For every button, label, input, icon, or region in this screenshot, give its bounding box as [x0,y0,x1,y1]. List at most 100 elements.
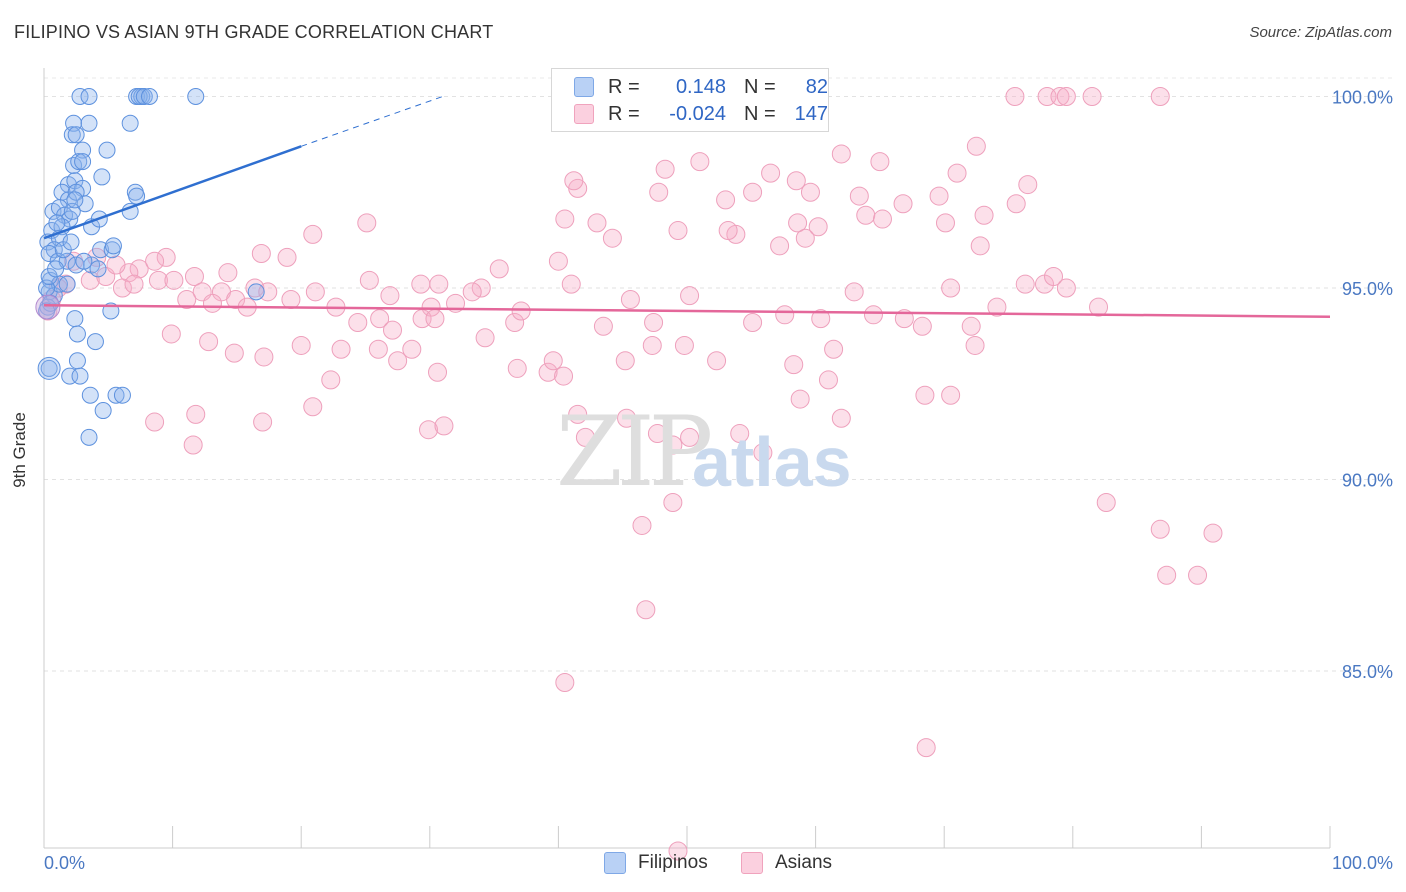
series-legend: Filipinos Asians [0,852,1406,878]
asian-point [818,370,838,390]
filipino-point [81,386,99,404]
asian-point [1203,523,1223,543]
asian-point [655,159,675,179]
asian-point [1082,87,1102,106]
y-tick-label: 100.0% [1332,88,1393,108]
filipino-point [140,88,158,105]
asian-point [1150,87,1170,106]
asian-point [987,297,1007,317]
asian-point [1044,267,1064,287]
filipino-point [113,386,131,404]
filipino-point [68,325,86,343]
asian-point [129,259,149,279]
asian-point [226,289,246,309]
x-tick-label: 100.0% [1332,853,1393,873]
filipino-point [47,260,65,278]
asian-point [831,144,851,164]
asian-point [245,278,265,298]
filipino-point [71,367,89,385]
asian-point [145,412,165,432]
filipino-point [70,153,88,171]
asian-point [1018,175,1038,195]
legend-n-label: N = [744,75,776,98]
asian-point [1056,278,1076,298]
filipino-point [128,187,146,205]
asian-point [1188,565,1208,585]
asian-point [674,335,694,355]
asian-point [425,309,445,329]
asian-point [784,355,804,375]
filipino-point [121,114,139,132]
asian-point [800,182,820,202]
asian-point [1015,274,1035,294]
watermark-zip: ZIP [556,396,713,508]
filipino-point [86,333,104,351]
legend-label-filipinos: Filipinos [638,852,708,873]
asian-point [554,366,574,386]
asian-point [177,289,197,309]
asian-point [1056,87,1076,106]
asian-points [38,87,1223,861]
asian-point [718,221,738,241]
asian-point [254,347,274,367]
asian-point [872,209,892,229]
asian-point [112,278,132,298]
asian-point [548,251,568,271]
asian-point [411,274,431,294]
asian-point [253,412,273,432]
filipino-point [247,283,265,301]
asian-point [912,316,932,336]
asian-point [183,435,203,455]
asian-point [164,270,184,290]
asian-point [1096,492,1116,512]
asian-point [587,213,607,233]
asian-point [770,236,790,256]
asian-point [348,312,368,332]
asian-point [368,339,388,359]
asian-point [370,309,390,329]
asian-point [965,335,985,355]
asian-point [602,228,622,248]
asian-point [632,515,652,535]
asian-point [707,351,727,371]
asian-point [824,339,844,359]
asian-point [402,339,422,359]
legend-row-filipinos: R = 0.148 N = 82 [574,74,828,100]
asian-point [555,672,575,692]
asian-point [811,309,831,329]
asian-point [647,424,667,444]
asian-point [462,282,482,302]
asian-point [935,213,955,233]
y-tick-label: 85.0% [1342,662,1393,682]
asian-point [429,274,449,294]
asian-point [1157,565,1177,585]
asian-point [916,738,936,758]
asian-point [575,427,595,447]
legend-item-asians[interactable]: Asians [741,852,832,874]
asian-point [291,335,311,355]
asian-point [434,416,454,436]
asian-point [668,841,688,861]
asian-point [202,293,222,313]
trend-layer [43,96,1331,318]
asian-point [145,251,165,271]
asian-point [680,427,700,447]
legend-r-label: R = [608,102,640,125]
asian-point [961,316,981,336]
asian-point [786,171,806,191]
asian-point [218,263,238,283]
asian-point [561,274,581,294]
asian-point [615,351,635,371]
asian-point [321,370,341,390]
asian-point [380,286,400,306]
legend-item-filipinos[interactable]: Filipinos [604,852,708,874]
y-tick-label: 90.0% [1342,471,1393,491]
filipino-point [89,260,107,278]
asian-swatch [574,104,594,124]
asian-point [475,328,495,348]
asian-point [947,163,967,183]
filipino-point [63,126,81,144]
asian-point [788,213,808,233]
asian-point [831,408,851,428]
asian-point [359,270,379,290]
